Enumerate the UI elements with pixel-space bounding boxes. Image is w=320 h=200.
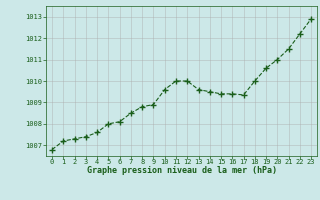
X-axis label: Graphe pression niveau de la mer (hPa): Graphe pression niveau de la mer (hPa) <box>87 166 276 175</box>
